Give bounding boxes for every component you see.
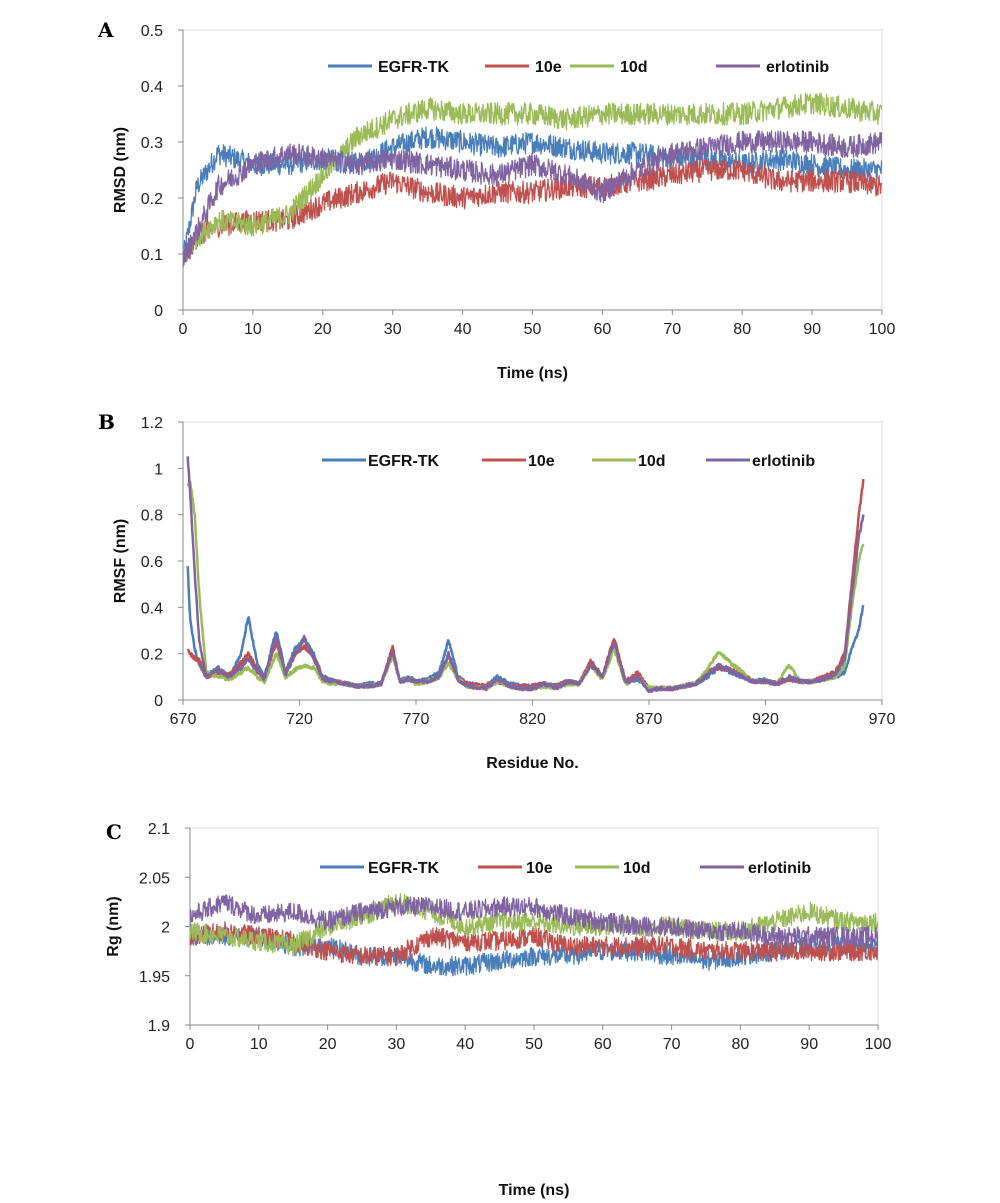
series-line-erlotinib bbox=[186, 456, 865, 694]
y-tick-label: 0.1 bbox=[141, 247, 163, 264]
x-tick-label: 100 bbox=[865, 1036, 892, 1053]
x-tick-label: 20 bbox=[314, 321, 332, 338]
x-tick-label: 30 bbox=[384, 321, 402, 338]
legend-label: 10e bbox=[528, 453, 555, 470]
x-tick-label: 720 bbox=[286, 711, 313, 728]
y-tick-label: 0.8 bbox=[141, 508, 163, 525]
y-tick-label: 0.6 bbox=[141, 554, 163, 571]
y-axis-title: RMSF (nm) bbox=[112, 519, 129, 603]
series-line-10e bbox=[186, 478, 865, 692]
x-axis-title: Residue No. bbox=[486, 755, 578, 772]
y-tick-label: 2.05 bbox=[139, 870, 170, 887]
panel-letter: C bbox=[106, 820, 122, 844]
x-tick-label: 80 bbox=[732, 1036, 750, 1053]
y-tick-label: 0.4 bbox=[141, 79, 163, 96]
y-tick-label: 1.2 bbox=[141, 415, 163, 432]
y-tick-label: 1 bbox=[154, 461, 163, 478]
x-tick-label: 10 bbox=[244, 321, 262, 338]
series-line-10e bbox=[183, 158, 882, 264]
y-tick-label: 1.95 bbox=[139, 969, 170, 986]
panel-letter: B bbox=[98, 410, 115, 434]
y-tick-label: 0.4 bbox=[141, 600, 163, 617]
x-tick-label: 970 bbox=[869, 711, 896, 728]
x-tick-label: 100 bbox=[869, 321, 896, 338]
panel-letter: A bbox=[98, 18, 114, 42]
legend-label: 10d bbox=[620, 59, 648, 76]
legend-label: EGFR-TK bbox=[368, 860, 440, 877]
rmsf-chart: 670 720 770 820 870 920 970 0 0.2 0.4 0.6 0.8 1 1.2 Re… bbox=[112, 415, 896, 772]
x-axis-title: Time (ns) bbox=[499, 1182, 570, 1199]
x-tick-label: 820 bbox=[519, 711, 546, 728]
legend-label: EGFR-TK bbox=[378, 59, 450, 76]
x-tick-label: 920 bbox=[752, 711, 779, 728]
y-tick-label: 0 bbox=[154, 303, 163, 320]
x-tick-label: 40 bbox=[456, 1036, 474, 1053]
series-line-10d bbox=[186, 479, 865, 692]
x-tick-label: 60 bbox=[594, 321, 612, 338]
x-tick-label: 30 bbox=[388, 1036, 406, 1053]
x-tick-label: 80 bbox=[733, 321, 751, 338]
legend-label: 10e bbox=[526, 860, 553, 877]
legend-label: erlotinib bbox=[766, 59, 829, 76]
y-axis-title: Rg (nm) bbox=[105, 896, 122, 956]
legend-label: EGFR-TK bbox=[368, 453, 440, 470]
series-line-erlotinib bbox=[183, 130, 882, 268]
x-tick-label: 50 bbox=[525, 1036, 543, 1053]
x-tick-label: 0 bbox=[179, 321, 188, 338]
x-tick-label: 40 bbox=[454, 321, 472, 338]
x-tick-label: 770 bbox=[403, 711, 430, 728]
series-line-erlotinib bbox=[190, 894, 878, 947]
x-tick-label: 0 bbox=[186, 1036, 195, 1053]
y-axis-title: RMSD (nm) bbox=[112, 127, 129, 213]
legend-label: erlotinib bbox=[752, 453, 815, 470]
y-tick-label: 0.5 bbox=[141, 23, 163, 40]
panel-b: B 670 720 770 820 870 920 970 0 0.2 0.4 0.6 0.8 1 1.2… bbox=[0, 400, 1000, 785]
series-line-egfr-tk bbox=[186, 566, 865, 692]
x-tick-label: 60 bbox=[594, 1036, 612, 1053]
y-tick-label: 0.3 bbox=[141, 135, 163, 152]
y-tick-label: 2 bbox=[161, 920, 170, 937]
series-line-10d bbox=[183, 92, 882, 262]
y-tick-label: 0.2 bbox=[141, 191, 163, 208]
x-tick-label: 50 bbox=[524, 321, 542, 338]
x-tick-label: 20 bbox=[319, 1036, 337, 1053]
x-tick-label: 670 bbox=[170, 711, 197, 728]
rmsd-chart: 0 10 20 30 40 50 60 70 80 90 100 0 0.1 0.2 0.3 0.4 0.5 Ti… bbox=[112, 23, 896, 382]
x-tick-label: 90 bbox=[800, 1036, 818, 1053]
y-tick-label: 1.9 bbox=[148, 1018, 170, 1035]
x-tick-label: 870 bbox=[636, 711, 663, 728]
x-tick-label: 90 bbox=[803, 321, 821, 338]
x-tick-label: 70 bbox=[663, 321, 681, 338]
x-axis-title: Time (ns) bbox=[497, 365, 568, 382]
x-tick-label: 10 bbox=[250, 1036, 268, 1053]
x-tick-label: 70 bbox=[663, 1036, 681, 1053]
y-tick-label: 0 bbox=[154, 693, 163, 710]
legend-label: 10d bbox=[623, 860, 651, 877]
panel-a: A 0 10 20 30 40 50 60 70 80 90 100 0 0.1 0.2 0.3 0.4 0.5… bbox=[0, 0, 1000, 400]
rg-chart: 0 10 20 30 40 50 60 70 80 90 100 1.9 1.95 2 2.05 2.1 Tim… bbox=[105, 821, 892, 1199]
legend-label: 10e bbox=[535, 59, 562, 76]
legend-label: erlotinib bbox=[748, 860, 811, 877]
legend-label: 10d bbox=[638, 453, 666, 470]
panel-c: C 0 10 20 30 40 50 60 70 80 90 100 1.9 1.95 2 2.05 2.1 T… bbox=[0, 800, 1000, 1203]
y-tick-label: 0.2 bbox=[141, 647, 163, 664]
y-tick-label: 2.1 bbox=[148, 821, 170, 838]
